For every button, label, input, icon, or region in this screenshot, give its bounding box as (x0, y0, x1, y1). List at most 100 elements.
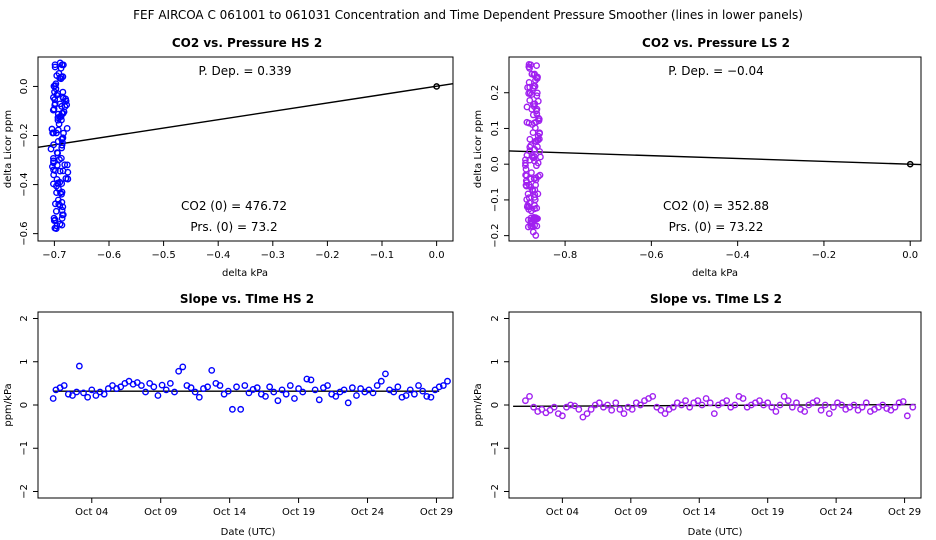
data-point (377, 377, 385, 385)
data-point (253, 384, 261, 392)
data-point (52, 207, 60, 215)
data-point (637, 401, 644, 409)
data-point (439, 382, 447, 389)
data-point (48, 125, 56, 133)
data-point (50, 166, 57, 174)
data-point (58, 116, 65, 124)
data-point (435, 383, 443, 391)
data-point (353, 392, 360, 399)
data-point (768, 403, 776, 411)
data-point (56, 178, 64, 186)
data-point (415, 382, 422, 389)
data-point (295, 385, 302, 392)
data-point (58, 214, 66, 222)
data-point (530, 154, 537, 162)
data-point (444, 377, 451, 385)
data-point (524, 202, 532, 209)
data-point (282, 390, 290, 398)
data-point (166, 379, 174, 387)
data-point (55, 200, 63, 208)
data-point (530, 119, 538, 127)
data-point (829, 403, 837, 411)
data-point (903, 412, 911, 420)
panel-hs-slope: Slope vs. TIme HS 2 Date (UTC) ppm/kPa O… (3, 292, 454, 538)
y-tick-label: 1 (19, 359, 30, 365)
data-point (266, 383, 274, 391)
data-point (533, 110, 541, 118)
data-point (899, 398, 907, 405)
x-tick-label: Oct 04 (75, 507, 108, 518)
data-point (522, 397, 529, 405)
data-point (50, 105, 58, 113)
panel-title: CO2 vs. Pressure HS 2 (172, 36, 322, 50)
data-point (522, 177, 530, 185)
data-point (523, 118, 531, 126)
data-point (64, 175, 72, 183)
data-point (532, 107, 540, 115)
data-point (526, 135, 534, 143)
data-point (340, 386, 348, 394)
plot-area (513, 392, 917, 421)
data-point (58, 61, 66, 69)
panel-hs-pressure: CO2 vs. Pressure HS 2 delta kPa delta Li… (3, 36, 454, 279)
data-point (608, 406, 616, 414)
plot-frame (508, 56, 922, 242)
data-point (51, 88, 58, 96)
data-point (49, 395, 57, 402)
data-point (649, 392, 657, 400)
data-point (344, 399, 352, 407)
x-tick-label: −0.8 (553, 250, 577, 261)
data-point (678, 401, 685, 409)
x-tick-label: −0.6 (639, 250, 663, 261)
data-point (150, 383, 158, 391)
data-point (373, 382, 381, 389)
x-tick-label: −0.5 (151, 250, 175, 261)
data-point (51, 63, 59, 71)
data-point (780, 392, 788, 400)
x-tick-label: −0.3 (261, 250, 285, 261)
y-tick-label: −0.6 (19, 221, 30, 245)
data-point (406, 386, 414, 394)
data-point (682, 397, 689, 405)
data-point (533, 62, 540, 70)
data-point (51, 224, 59, 232)
reference-point (433, 83, 440, 90)
y-tick-label: 0.0 (490, 156, 501, 172)
data-point (63, 101, 71, 109)
data-point (52, 85, 60, 93)
data-point (52, 129, 60, 137)
data-point (531, 196, 539, 204)
data-point (61, 161, 69, 169)
data-point (524, 216, 532, 224)
y-tick-label: −0.2 (19, 123, 30, 147)
x-tick-label: Oct 19 (282, 507, 315, 518)
data-point (50, 129, 57, 137)
data-point (522, 159, 529, 167)
data-point (63, 124, 71, 132)
data-point (595, 399, 603, 407)
data-point (525, 203, 533, 211)
data-point (522, 162, 529, 169)
data-point (332, 392, 340, 400)
data-point (522, 165, 530, 173)
data-point (526, 96, 534, 104)
x-tick-label: 0.0 (429, 250, 445, 261)
data-point (909, 403, 917, 411)
data-point (75, 362, 83, 370)
data-point (270, 388, 278, 396)
y-tick-label: −0.4 (19, 172, 30, 196)
data-point (195, 393, 203, 401)
x-tick-label: −0.4 (726, 250, 750, 261)
data-point (419, 387, 427, 395)
x-tick-label: −0.4 (206, 250, 230, 261)
y-axis-label: delta Licor ppm (3, 110, 14, 188)
x-tick-label: −0.2 (812, 250, 836, 261)
y-tick-label: 0.0 (19, 78, 30, 94)
data-point (776, 401, 784, 409)
data-point (604, 401, 611, 409)
data-point (311, 386, 319, 394)
data-point (813, 397, 821, 405)
data-point (710, 410, 718, 418)
x-tick-label: Oct 24 (820, 507, 853, 518)
